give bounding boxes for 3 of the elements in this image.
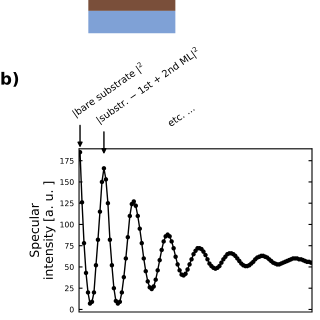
text: etc. ...	[167, 104, 195, 127]
y-axis-title: Specular intensity [a. u. ]	[29, 182, 56, 279]
text: b)	[1, 72, 18, 87]
